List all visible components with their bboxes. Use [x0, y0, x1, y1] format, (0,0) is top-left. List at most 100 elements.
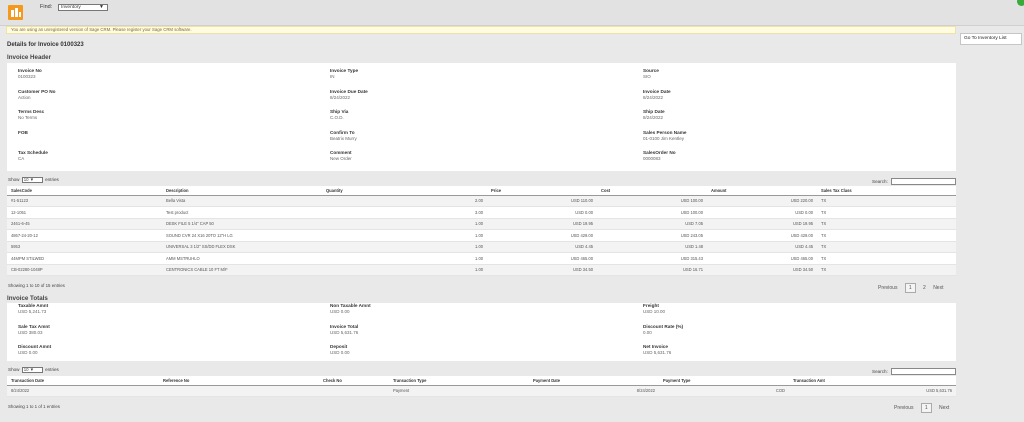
field-value: No Terms	[18, 115, 38, 120]
payments-search-input[interactable]	[891, 368, 956, 375]
table-cell	[159, 385, 319, 397]
field-confirm-to: Confirm To Beatrix Murry	[330, 130, 580, 141]
column-header[interactable]: Cost	[597, 186, 707, 196]
table-row[interactable]: 44MPM STILWED AMM MSTRUHLO 1.00 USD 465.00 U…	[7, 252, 956, 265]
invoice-totals-title: Invoice Totals	[7, 295, 48, 302]
lines-search-label: Search:	[872, 179, 888, 184]
payments-pager: Previous 1 Next	[888, 403, 949, 413]
pager-next[interactable]: Next	[939, 405, 950, 411]
table-cell: 8/24/2022	[529, 385, 659, 397]
table-cell: USD 4.45	[487, 241, 597, 253]
field-label: SalesOrder No	[643, 150, 676, 155]
entries-label: entries	[45, 177, 59, 183]
column-header[interactable]: Transaction Amt	[789, 376, 956, 386]
column-header[interactable]: Sales Tax Class	[817, 186, 956, 196]
pager-page-1[interactable]: 1	[904, 283, 916, 293]
field-label: Discount Amnt	[18, 344, 52, 349]
field-source: Source SIO	[643, 68, 893, 79]
field-label: Sales Person Name	[643, 129, 687, 135]
table-cell: UNIVERSAL 3 1/2" SS/DD FLEX DSK	[162, 241, 322, 253]
payments-length-select[interactable]: 10 ▼	[21, 367, 43, 373]
field-invoice-type: Invoice Type IN	[330, 68, 580, 79]
lines-pager: Previous 1 2 Next	[872, 283, 943, 293]
pager-next[interactable]: Next	[933, 285, 944, 291]
table-row[interactable]: CB-02280-1048P CENTRONICS CABLE 10 FT M/F…	[7, 264, 956, 276]
column-header[interactable]: Reference No	[159, 376, 319, 386]
payments-table: Transaction Date Reference No Check No Tran…	[7, 376, 956, 397]
table-cell: USD 315.43	[597, 252, 707, 265]
table-cell: 3.00	[322, 206, 487, 219]
table-row[interactable]: 2461-6-45 DESK FILE 5 1/4" CAP 50 1.00 USD …	[7, 218, 956, 230]
field-label: Ship Via	[330, 109, 349, 114]
table-cell: USD 7.05	[597, 218, 707, 230]
field-value: USD 380.03	[18, 329, 43, 335]
column-header[interactable]: Transaction Date	[7, 376, 159, 386]
chevron-down-icon: ▼	[99, 4, 104, 10]
table-cell: CB-02280-1048P	[7, 264, 162, 276]
table-row[interactable]: 5953 UNIVERSAL 3 1/2" SS/DD FLEX DSK 1.00 U…	[7, 241, 956, 253]
field-tax-schedule: Tax Schedule CA	[18, 150, 268, 161]
table-cell: TX	[817, 264, 956, 276]
field-net-invoice: Net Invoice USD 5,631.76	[643, 344, 893, 355]
field-fob: FOB	[18, 130, 268, 136]
table-cell: USD 220.00	[707, 195, 817, 207]
field-invoice-total: Invoice Total USD 5,631.76	[330, 324, 580, 335]
column-header[interactable]: Amount	[707, 186, 817, 196]
status-indicator	[1017, 0, 1024, 6]
table-cell: 1.00	[322, 218, 487, 230]
field-value: 0100323	[18, 74, 36, 79]
column-header[interactable]: Quantity	[322, 186, 487, 196]
table-row[interactable]: 8/24/2022 Payment 8/24/2022 COD USD 5,631.76	[7, 385, 956, 397]
entries-label: entries	[45, 367, 59, 373]
pager-previous[interactable]: Previous	[878, 285, 898, 291]
field-value: C.O.D.	[330, 115, 344, 120]
field-value: 8/24/2022	[643, 94, 664, 100]
table-cell: USD 465.00	[487, 252, 597, 265]
goto-inventory-list-button[interactable]: Go To Inventory List	[960, 33, 1022, 45]
pager-page-2[interactable]: 2	[923, 285, 926, 291]
column-header[interactable]: SalesCode	[7, 186, 162, 196]
field-label: Non Taxable Amnt	[330, 303, 371, 308]
pager-page-1[interactable]: 1	[920, 403, 932, 413]
column-header[interactable]: Payment Date	[529, 376, 659, 386]
field-label: Sale Tax Amnt	[18, 323, 50, 329]
table-cell: 2461-6-45	[7, 218, 162, 230]
field-label: Ship Date	[643, 109, 665, 114]
lines-length-select[interactable]: 10 ▼	[21, 177, 43, 183]
column-header[interactable]: Payment Type	[659, 376, 789, 386]
find-label: Find:	[40, 4, 53, 10]
column-header[interactable]: Price	[487, 186, 597, 196]
table-cell: 2.00	[322, 195, 487, 207]
field-label: Invoice Total	[330, 323, 359, 329]
registration-banner: You are using an unregistered version of…	[6, 26, 956, 34]
find-select[interactable]: Inventory ▼	[58, 4, 108, 11]
pager-previous[interactable]: Previous	[894, 405, 914, 411]
table-cell: TX	[817, 229, 956, 242]
payments-length-value: 10	[23, 367, 29, 372]
table-cell: 1.00	[322, 264, 487, 276]
table-cell: DESK FILE 5 1/4" CAP 50	[162, 218, 322, 230]
table-row[interactable]: 4867-24-20-12 SOUND CVR 24 X16 20TO 12"H …	[7, 229, 956, 242]
column-header[interactable]: Check No	[319, 376, 389, 386]
field-label: Source	[643, 68, 659, 73]
table-cell: TX	[817, 252, 956, 265]
find-select-value: Inventory	[61, 5, 81, 10]
table-cell: TX	[817, 195, 956, 207]
column-header[interactable]: Description	[162, 186, 322, 196]
table-cell: USD 16.71	[597, 264, 707, 276]
field-label: Freight	[643, 303, 659, 308]
table-row[interactable]: 12-1051 Test product 3.00 USD 0.00 USD 100.0…	[7, 206, 956, 219]
payments-info: Showing 1 to 1 of 1 entries	[8, 404, 60, 409]
field-value: New Order	[330, 156, 352, 161]
field-salesorder-no: SalesOrder No 0000083	[643, 150, 893, 161]
column-header[interactable]: Transaction Type	[389, 376, 529, 386]
field-value: IN	[330, 74, 335, 79]
field-label: Discount Rate (%)	[643, 323, 684, 329]
field-label: Deposit	[330, 344, 348, 349]
lines-search-input[interactable]	[891, 178, 956, 185]
table-row[interactable]: #1-51123 Bella Vista 2.00 USD 110.00 USD 100…	[7, 195, 956, 207]
field-value: USD 10.00	[643, 309, 666, 314]
table-cell: USD 1.48	[597, 241, 707, 253]
table-cell: 44MPM STILWED	[7, 252, 162, 265]
app-logo-icon[interactable]	[8, 5, 23, 20]
